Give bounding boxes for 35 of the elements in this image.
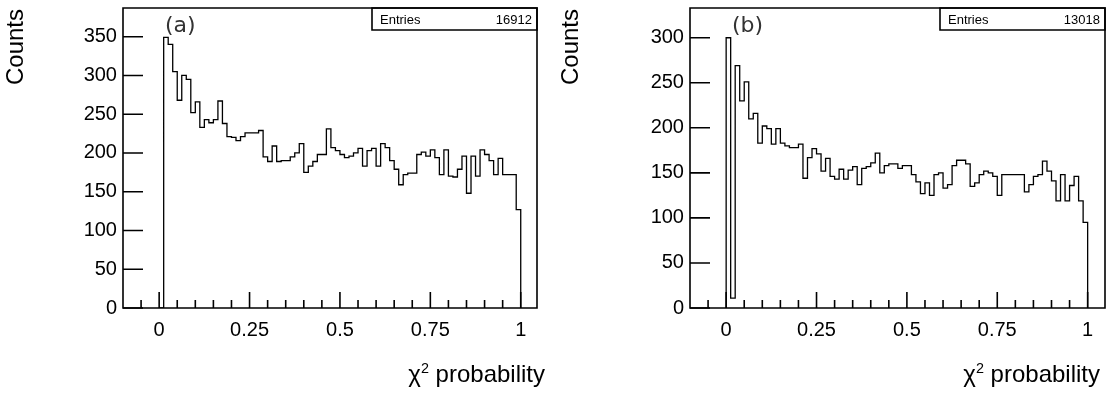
y-axis-title: Counts	[1, 9, 29, 88]
y-tick-label: 50	[94, 256, 117, 279]
x-tick-label: 0.5	[326, 317, 354, 340]
y-tick-label: 0	[105, 295, 117, 318]
annotation: 16912	[495, 11, 532, 27]
y-tick-label: 300	[650, 25, 684, 48]
y-tick-label: 100	[650, 205, 684, 228]
annotation: Entries	[380, 11, 421, 27]
y-tick-label: 250	[650, 70, 684, 93]
x-tick-label: 0.25	[797, 317, 836, 340]
y-tick-label: 200	[83, 140, 117, 163]
x-tick-label: 0.25	[230, 317, 270, 340]
x-axis-title: χ$^{2}$ probability	[408, 360, 545, 388]
y-tick-label: 200	[650, 115, 684, 138]
annotation: Entries	[948, 11, 989, 27]
y-tick-label: 250	[83, 101, 117, 124]
x-tick-label: 0	[153, 317, 165, 340]
x-tick-label: 1	[515, 317, 527, 340]
y-tick-label: 150	[650, 160, 684, 183]
x-tick-label: 0	[720, 317, 732, 340]
y-tick-label: 350	[83, 24, 117, 47]
x-axis-title: χ$^{2}$ probability	[963, 360, 1100, 388]
x-tick-label: 0.5	[892, 317, 921, 340]
x-tick-label: 1	[1082, 317, 1094, 340]
x-tick-label: 0.75	[977, 317, 1017, 340]
y-axis-title: Counts	[556, 9, 584, 88]
y-tick-label: 0	[672, 295, 684, 318]
annotation: 13018	[1063, 11, 1100, 27]
y-tick-label: 300	[83, 62, 117, 85]
y-tick-label: 100	[83, 218, 117, 240]
y-tick-label: 150	[83, 179, 117, 202]
annotation: (b)	[732, 11, 764, 37]
annotation: (a)	[165, 11, 196, 37]
x-tick-label: 0.75	[410, 317, 450, 340]
y-tick-label: 50	[661, 250, 684, 273]
